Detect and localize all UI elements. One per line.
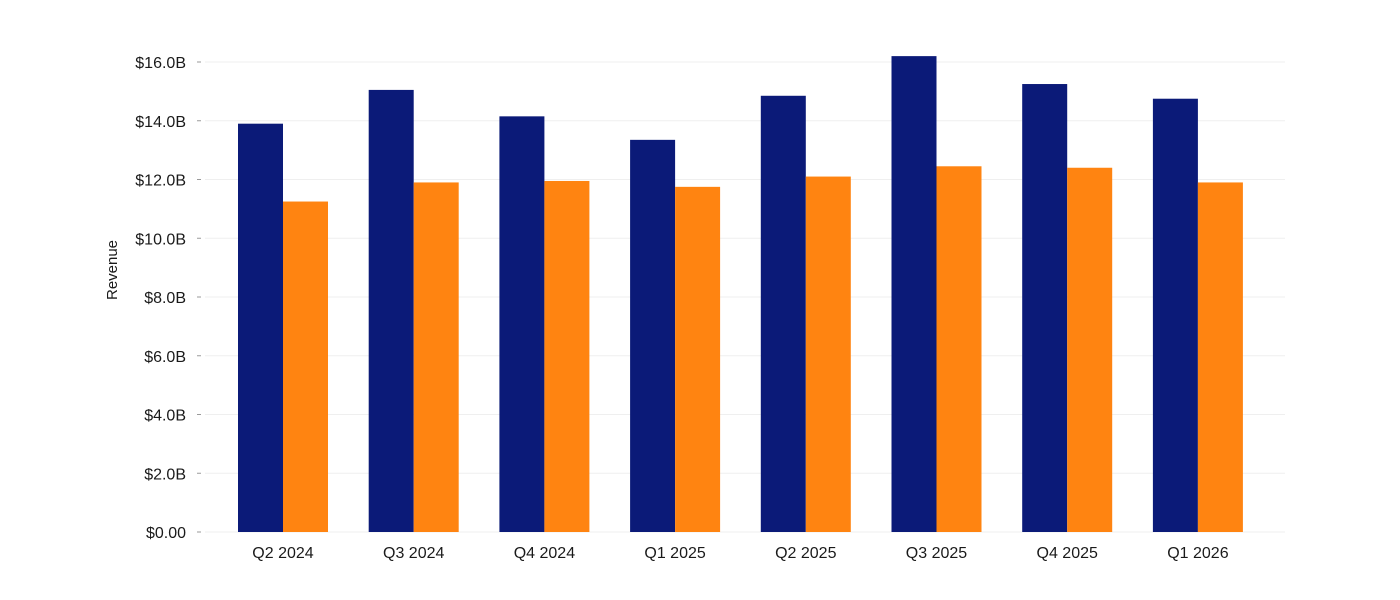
bar-series-1	[368, 89, 414, 532]
x-tick-label: Q2 2025	[775, 545, 836, 562]
bar-series-2	[805, 176, 851, 532]
bar-series-1	[760, 95, 806, 532]
y-tick-label: $14.0B	[135, 114, 186, 131]
bar-series-1	[238, 123, 283, 532]
bar-series-2	[413, 182, 459, 532]
y-axis-title: Revenue	[104, 240, 121, 300]
x-tick-label: Q4 2025	[1037, 545, 1098, 562]
y-tick-label: $6.0B	[144, 349, 186, 366]
gridlines	[205, 61, 1285, 533]
y-tick-label: $0.00	[146, 525, 186, 542]
y-axis-ticks: $0.00 $2.0B $4.0B $6.0B $8.0B $10.0B $12.0B $14…	[135, 55, 201, 542]
bars	[238, 56, 1243, 532]
bar-series-2	[544, 180, 590, 532]
y-tick-label: $8.0B	[144, 290, 186, 307]
y-tick-label: $10.0B	[135, 231, 186, 248]
x-tick-label: Q4 2024	[514, 545, 575, 562]
x-tick-label: Q2 2024	[252, 545, 313, 562]
bar-series-2	[936, 166, 982, 532]
bar-series-2	[1067, 167, 1113, 532]
bar-series-1	[1152, 98, 1198, 532]
y-tick-label: $4.0B	[144, 408, 186, 425]
y-tick-label: $16.0B	[135, 55, 186, 72]
bar-series-1	[630, 139, 676, 532]
x-tick-label: Q3 2025	[906, 545, 967, 562]
bar-series-1	[891, 56, 937, 532]
y-tick-label: $12.0B	[135, 173, 186, 190]
bar-series-2	[675, 186, 721, 532]
x-tick-label: Q1 2025	[644, 545, 705, 562]
x-axis-ticks: Q2 2024 Q3 2024 Q4 2024 Q1 2025 Q2 2025 Q3 20…	[252, 545, 1228, 562]
x-tick-label: Q3 2024	[383, 545, 444, 562]
bar-series-1	[499, 116, 545, 532]
bar-series-1	[1022, 84, 1068, 532]
bar-series-2	[1197, 182, 1243, 532]
x-tick-label: Q1 2026	[1167, 545, 1228, 562]
y-tick-label: $2.0B	[144, 466, 186, 483]
bar-series-2	[283, 201, 328, 532]
